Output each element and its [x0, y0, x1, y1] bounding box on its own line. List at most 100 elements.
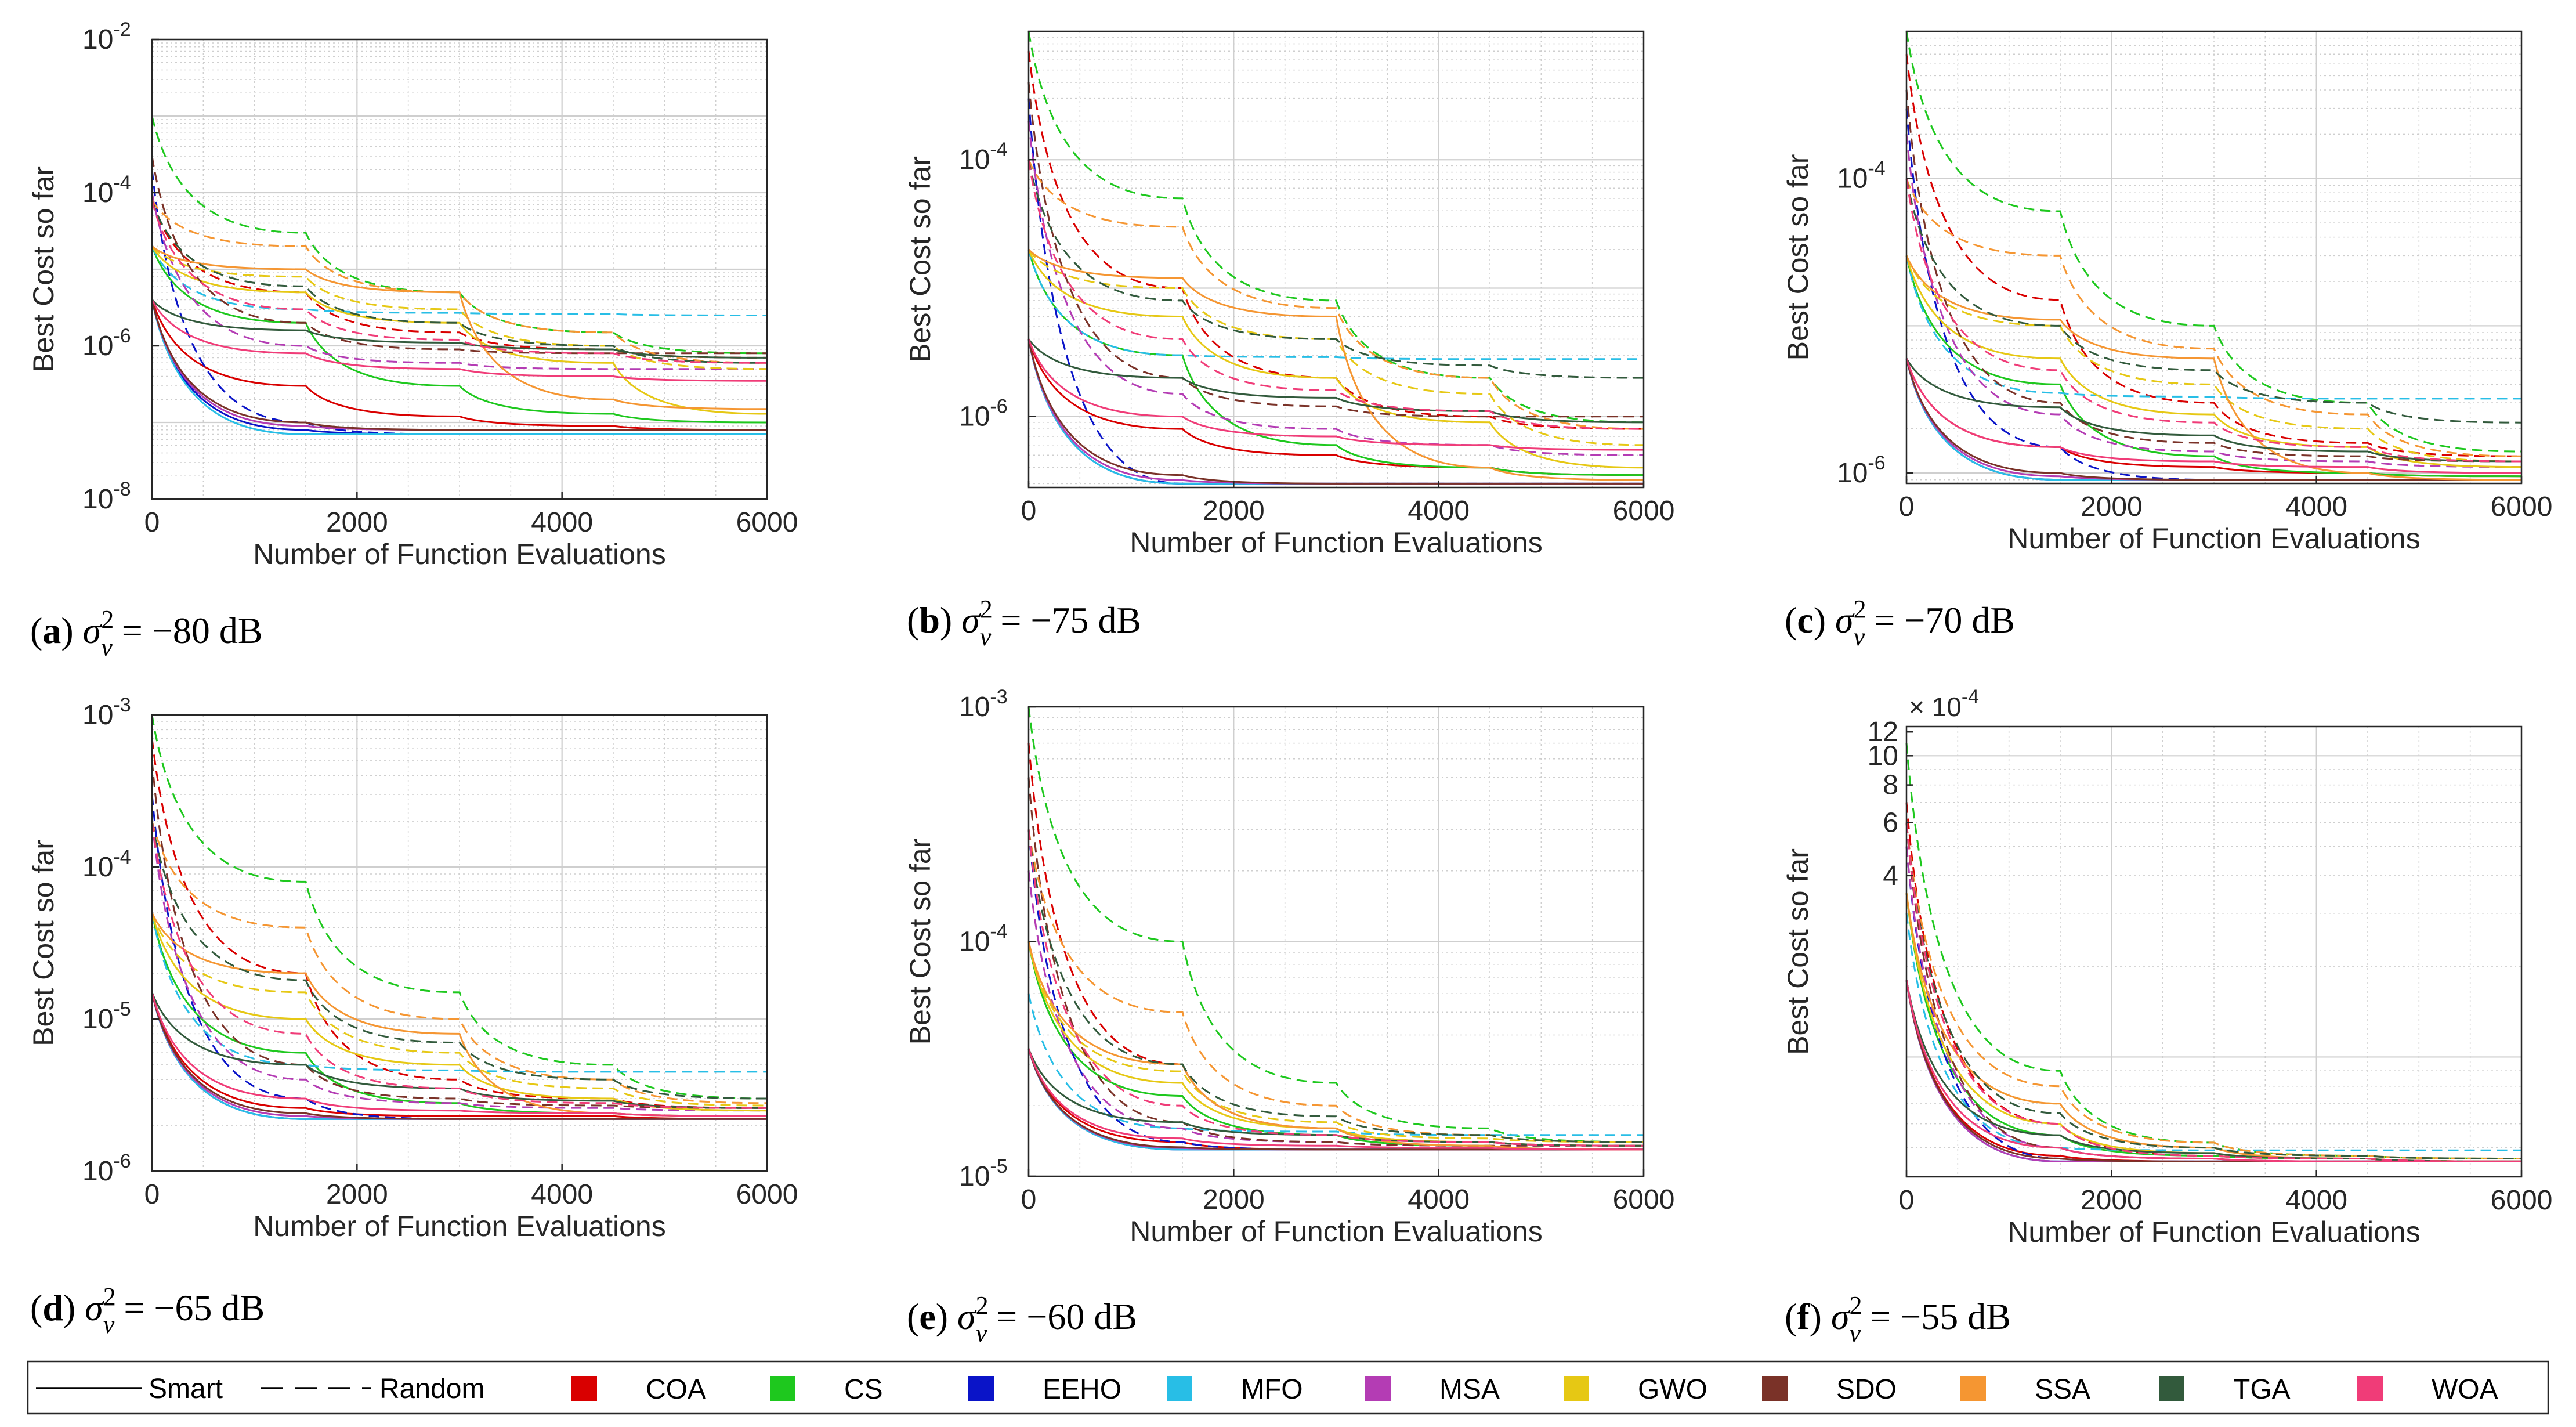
series-coa-smart	[151, 992, 768, 1120]
subplot-caption: (b) σ2 ν = −75 dB	[907, 595, 1141, 651]
x-tick-label: 0	[1899, 1185, 1915, 1216]
series-tga-smart	[1027, 338, 1644, 424]
legend-box	[27, 1360, 2549, 1415]
y-tick-label: 10-4	[1837, 158, 1886, 194]
subplot-caption: (f) σ2 ν = −55 dB	[1785, 1291, 2011, 1347]
y-tick-label: 10	[1868, 740, 1898, 771]
y-tick-label: 10-3	[82, 694, 131, 731]
subplot-caption: (c) σ2 ν = −70 dB	[1785, 595, 2015, 651]
series-group	[1027, 706, 1644, 1151]
y-axis-label: Best Cost so far	[904, 839, 936, 1045]
series-tga-random	[1905, 822, 2522, 1159]
y-axis: 10-8 10-6 10-4 10-2 Best Cost so far	[27, 19, 159, 515]
series-woa-smart	[1027, 1048, 1644, 1151]
x-tick-label: 6000	[736, 1179, 798, 1210]
subplot-f: 0 2000 4000 6000 Number of Function Evaluati…	[1782, 686, 2552, 1347]
series-woa-smart	[151, 299, 768, 382]
series-ssa-random	[151, 200, 768, 364]
x-axis-label: Number of Function Evaluations	[2007, 522, 2420, 555]
series-woa-random	[151, 200, 768, 364]
series-gwo-random	[151, 245, 768, 370]
series-coa-random	[151, 738, 768, 1109]
series-ssa-random	[151, 821, 768, 1104]
axes-frame	[1905, 30, 2523, 485]
series-gwo-smart	[1905, 255, 2522, 468]
series-tga-random	[151, 821, 768, 1100]
legend-label-smart: Smart	[149, 1374, 223, 1404]
series-gwo-random	[151, 912, 768, 1107]
legend-label-woa: WOA	[2432, 1374, 2498, 1405]
y-tick-label: 10-6	[1837, 452, 1886, 489]
y-tick-label: 4	[1883, 861, 1898, 891]
legend-label-random: Random	[379, 1374, 484, 1404]
series-ssa-random	[1905, 822, 2522, 1159]
series-gwo-smart	[1027, 249, 1644, 469]
x-tick-label: 6000	[1613, 1184, 1675, 1215]
y-tick-label: 10-4	[82, 172, 131, 208]
legend-swatch-mfo	[1167, 1376, 1192, 1401]
y-tick-label: 10-4	[82, 846, 131, 883]
series-gwo-random	[1905, 255, 2522, 463]
x-tick-label: 6000	[2491, 492, 2553, 522]
series-coa-random	[1027, 51, 1644, 430]
x-tick-label: 2000	[1203, 496, 1265, 526]
y-exponent-label: × 10-4	[1909, 686, 1979, 722]
series-woa-smart	[1027, 339, 1644, 451]
x-tick-label: 4000	[2285, 1185, 2347, 1216]
x-tick-label: 2000	[2081, 492, 2143, 522]
x-tick-label: 0	[1899, 492, 1915, 522]
legend-swatch-ssa	[1960, 1376, 1986, 1401]
legend-swatch-eeho	[968, 1376, 994, 1401]
x-axis-label: Number of Function Evaluations	[1130, 1215, 1542, 1248]
series-cs-random	[1905, 31, 2522, 453]
axes-frame	[1027, 30, 1645, 489]
x-axis-label: Number of Function Evaluations	[253, 1210, 665, 1242]
x-tick-label: 6000	[2491, 1185, 2553, 1216]
series-cs-random	[151, 714, 768, 1100]
y-axis-label: Best Cost so far	[904, 156, 936, 363]
x-axis: 0 2000 4000 6000 Number of Function Evaluati…	[144, 1164, 798, 1242]
legend-label-sdo: SDO	[1836, 1374, 1897, 1405]
series-msa-random	[1905, 134, 2522, 468]
x-tick-label: 4000	[1408, 1184, 1470, 1215]
x-axis-label: Number of Function Evaluations	[1130, 526, 1542, 559]
series-sdo-smart	[1905, 358, 2521, 481]
x-axis: 0 2000 4000 6000 Number of Function Evaluati…	[1021, 481, 1675, 559]
series-mfo-random	[1905, 255, 2521, 400]
x-tick-label: 2000	[326, 507, 388, 538]
series-tga-smart	[151, 299, 768, 359]
y-tick-label: 10-5	[959, 1155, 1008, 1192]
series-group	[151, 714, 768, 1120]
y-axis: 10-6 10-5 10-4 10-3 Best Cost so far	[27, 694, 159, 1187]
subplot-e: 0 2000 4000 6000 Number of Function Evaluati…	[904, 686, 1674, 1347]
series-tga-random	[151, 200, 768, 364]
y-tick-label: 10-6	[82, 325, 131, 362]
series-gwo-random	[1027, 941, 1644, 1143]
y-axis-label: Best Cost so far	[1782, 848, 1814, 1055]
legend-swatch-cs	[770, 1376, 795, 1401]
series-sdo-smart	[151, 992, 767, 1120]
axes-frame	[1905, 725, 2523, 1178]
series-ssa-smart	[1027, 248, 1644, 481]
subplot-a: 0 2000 4000 6000 Number of Function Evaluati…	[27, 19, 798, 662]
series-woa-smart	[1905, 980, 2521, 1162]
legend-swatch-sdo	[1762, 1376, 1788, 1401]
x-tick-label: 6000	[1613, 496, 1675, 526]
y-tick-label: 10-2	[82, 19, 131, 55]
series-sdo-random	[1905, 89, 2522, 463]
series-cs-smart	[151, 245, 768, 424]
series-tga-random	[1905, 178, 2522, 424]
x-tick-label: 4000	[2285, 492, 2347, 522]
subplot-d: 0 2000 4000 6000 Number of Function Evaluati…	[27, 694, 798, 1339]
y-tick-label: 10-5	[82, 998, 131, 1035]
x-tick-label: 0	[144, 1179, 160, 1210]
series-woa-random	[151, 821, 768, 1109]
x-tick-label: 0	[1021, 496, 1037, 526]
series-woa-smart	[151, 992, 768, 1117]
series-woa-random	[1905, 178, 2522, 463]
series-coa-smart	[151, 299, 768, 431]
y-axis: 10-6 10-4 Best Cost so far	[1782, 154, 1913, 489]
x-tick-label: 6000	[736, 507, 798, 538]
